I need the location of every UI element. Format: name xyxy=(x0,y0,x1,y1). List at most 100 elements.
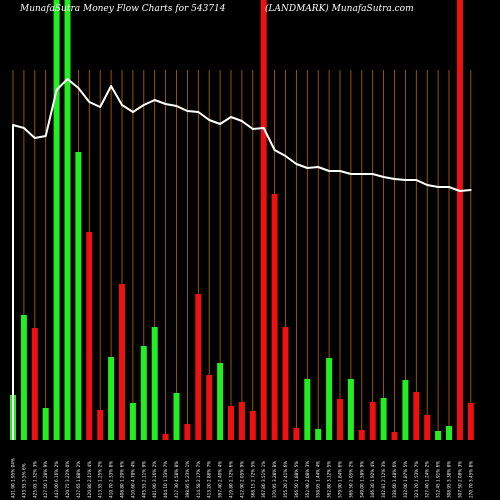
bar xyxy=(31,328,38,440)
bar xyxy=(184,424,191,440)
line-point xyxy=(12,124,14,126)
line-point xyxy=(99,106,102,108)
line-point xyxy=(142,104,145,106)
line-layer xyxy=(12,78,472,440)
line-point xyxy=(175,105,178,107)
bar xyxy=(456,0,463,441)
x-tick-label: 308.95 3.38% 8% xyxy=(447,461,452,498)
x-tick-label: 366.50 1.88% 5% xyxy=(294,461,299,498)
bar xyxy=(140,346,147,440)
x-tick-label: 368.15 2.72% 5% xyxy=(250,461,255,498)
x-tick-label: 405.55 2.11% 9% xyxy=(141,461,146,498)
line-point xyxy=(110,85,112,87)
bar xyxy=(119,284,125,440)
line-point xyxy=(437,186,439,188)
bar xyxy=(162,434,169,440)
bar xyxy=(358,430,365,440)
x-tick-label: 349.00 1.58% 9% xyxy=(359,461,364,498)
x-tick-label: 420.75 3.22% 0% xyxy=(65,461,70,498)
x-tick-label: 419.80 2.72% 6% xyxy=(229,461,234,498)
x-tick-label: 425.05 1.32% 3% xyxy=(32,461,37,498)
x-tick-label: 427.50 1.28% 9% xyxy=(43,461,48,498)
bar xyxy=(293,428,300,440)
bar xyxy=(467,403,474,440)
bar-layer xyxy=(10,0,474,441)
bar xyxy=(238,402,245,440)
line-point xyxy=(230,116,232,118)
line-point xyxy=(23,127,25,129)
line-point xyxy=(415,179,418,181)
line-point xyxy=(197,111,200,113)
x-tick-label: 401.90 3.16% 2% xyxy=(152,461,157,498)
line-point xyxy=(132,111,134,113)
line-point xyxy=(371,173,374,175)
line-point xyxy=(459,190,461,192)
line-point xyxy=(339,170,341,172)
x-tick-label: 312.45 1.91% 6% xyxy=(436,461,441,498)
x-tick-label: 355.20 2.41% 6% xyxy=(283,461,288,498)
bar xyxy=(206,375,213,440)
x-tick-label: 323.70 1.53% 7% xyxy=(414,461,419,498)
line-point xyxy=(284,155,287,157)
x-tick-label: 408.80 1.20% 6% xyxy=(120,461,125,498)
x-tick-label: 352.90 2.08% 3% xyxy=(305,461,310,498)
x-tick-label: 414.58 2.17% 7% xyxy=(196,461,201,498)
line-point xyxy=(295,163,298,165)
bar xyxy=(380,398,387,440)
bar xyxy=(217,363,224,440)
line-point xyxy=(273,149,276,151)
bar xyxy=(151,327,158,440)
line-point xyxy=(262,127,265,129)
line-point xyxy=(317,166,320,168)
line-point xyxy=(350,173,352,175)
bar xyxy=(369,402,376,440)
bar xyxy=(402,380,409,440)
bar xyxy=(337,399,343,440)
line-point xyxy=(404,179,407,181)
line-point xyxy=(153,99,156,101)
x-tick-label: 366.50 2.05% 2% xyxy=(348,461,353,498)
line-point xyxy=(186,110,189,112)
line-point xyxy=(208,119,211,121)
bar xyxy=(53,0,60,441)
x-tick-label: 410.70 2.33% 8% xyxy=(109,461,114,498)
bar xyxy=(282,327,289,440)
bar xyxy=(446,426,452,440)
bar xyxy=(129,403,136,440)
x-tick-label: 362.80 3.12% 5% xyxy=(327,461,332,498)
line-point xyxy=(393,178,396,180)
bar xyxy=(20,315,27,440)
bar xyxy=(64,0,71,441)
bar xyxy=(228,406,234,440)
x-tick-label: 427.65 1.88% 2% xyxy=(76,461,81,498)
x-tick-label: 433.55 3.5% 6% xyxy=(21,463,26,498)
bar xyxy=(424,415,431,440)
bar xyxy=(326,358,333,440)
line-point xyxy=(328,170,330,172)
bar xyxy=(413,392,420,440)
bar xyxy=(108,357,115,440)
bar xyxy=(271,194,278,440)
line-point xyxy=(219,123,222,125)
x-tick-label: 370.95 3.28% 8% xyxy=(272,461,277,498)
x-tick-label: 397.40 2.40% 4% xyxy=(218,461,223,498)
x-tick-label: 443.00 6.16% 2% xyxy=(54,461,59,498)
line-point xyxy=(306,167,309,169)
line-point xyxy=(251,128,254,130)
bar xyxy=(97,410,104,440)
line-point xyxy=(382,176,385,178)
line-point xyxy=(360,173,363,175)
bar xyxy=(173,393,180,440)
chart-subtitle: (LANDMARK) MunafaSutra.com xyxy=(265,3,414,14)
x-tick-label: 410.60 4.78% 4% xyxy=(130,461,135,498)
x-tick-label: 420.80 2.41% 4% xyxy=(87,461,92,498)
x-tick-label: 367.80 3.51% 1% xyxy=(261,461,266,498)
bar xyxy=(391,432,398,440)
line-point xyxy=(448,186,450,188)
bar xyxy=(260,0,267,441)
line-point xyxy=(66,78,69,80)
x-tick-label: 379.90 1.84% 6% xyxy=(338,461,343,498)
x-tick-label: 358.95 1.44% 4% xyxy=(316,461,321,498)
